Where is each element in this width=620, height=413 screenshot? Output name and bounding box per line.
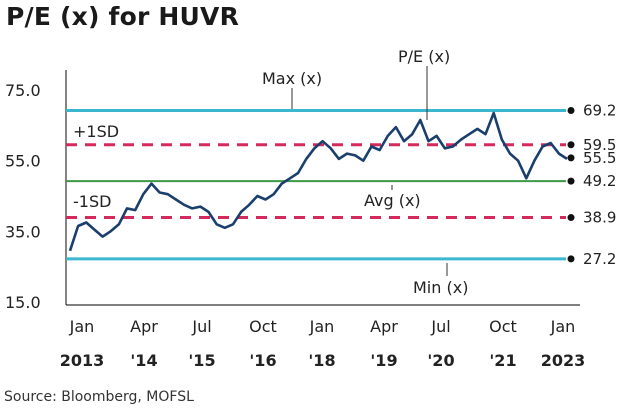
x-tick-year: '21 [489,351,516,370]
x-tick-labels: Jan 2013 Apr '14 Jul '15 Oct '16 Jan '18 Apr '19 Jul… [60,317,586,370]
ref-value-label-4: 27.2 [583,250,616,268]
y-tick-label: 55.0 [5,152,41,171]
annotations: Max (x) P/E (x) +1SD -1SD Avg (x) Min (x) [73,47,468,297]
ref-value-label-3: 38.9 [583,209,616,227]
y-tick-label: 75.0 [5,81,41,100]
avg-annotation: Avg (x) [364,191,421,210]
x-tick-year: '15 [188,351,215,370]
plus-sd-annotation: +1SD [73,122,119,141]
ref-marker-3 [567,214,575,222]
series-annotation: P/E (x) [398,47,450,66]
x-tick-year: '20 [427,351,454,370]
source-note: Source: Bloomberg, MOFSL [4,389,194,405]
x-tick-year: '18 [308,351,335,370]
min-annotation: Min (x) [413,278,468,297]
ref-marker-4 [567,255,575,263]
axes [65,70,580,306]
y-tick-label: 35.0 [5,222,41,241]
ref-value-label-2: 49.2 [583,172,616,190]
x-tick-month: Jan [309,317,335,336]
max-annotation: Max (x) [262,69,322,88]
x-tick-month: Apr [370,317,398,336]
ref-marker-2 [567,177,575,185]
x-tick-month: Oct [249,317,277,336]
series-group [68,111,568,252]
ref-value-label-1: 59.5 [583,136,616,154]
x-tick-month: Jan [550,317,576,336]
x-tick-month: Oct [489,317,517,336]
end-value-label: 55.5 [583,149,616,167]
ref-marker-1 [567,141,575,149]
reference-lines [66,108,566,261]
ref-marker-0 [567,106,575,114]
y-tick-label: 15.0 [5,293,41,312]
reference-markers: 69.2 59.5 49.2 38.9 27.2 55.5 [567,101,616,268]
minus-sd-annotation: -1SD [73,192,111,211]
chart-title: P/E (x) for HUVR [6,2,240,31]
x-tick-year: '14 [130,351,157,370]
x-tick-year: 2023 [541,351,586,370]
ref-value-label-0: 69.2 [583,101,616,119]
end-value-marker [567,154,575,162]
x-tick-month: Jul [430,317,450,336]
x-tick-year: '19 [370,351,397,370]
x-tick-year: 2013 [60,351,105,370]
series-line-0 [68,111,568,252]
y-tick-labels: 75.0 55.0 35.0 15.0 [5,81,41,312]
x-tick-month: Apr [130,317,158,336]
x-tick-year: '16 [249,351,276,370]
x-tick-month: Jul [191,317,211,336]
x-tick-month: Jan [69,317,95,336]
